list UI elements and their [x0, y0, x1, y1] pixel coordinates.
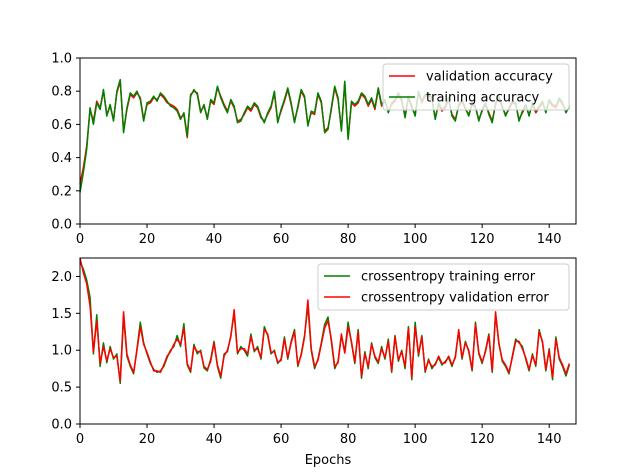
x-tick-label: 60	[273, 432, 290, 447]
x-tick-label: 40	[206, 432, 223, 447]
x-tick-label: 140	[537, 232, 562, 247]
legend-entry: validation accuracy	[426, 70, 553, 85]
error-subplot: 0 20 40 60 80 100 120 140 0.0 0.5 1.0 1.5 2.0 Epochs c…	[51, 257, 577, 468]
y-tick-label: 1.0	[51, 344, 72, 359]
x-tick-label: 100	[403, 432, 428, 447]
axes-frame	[79, 57, 577, 225]
x-tick-label: 140	[537, 432, 562, 447]
accuracy-subplot: 0 20 40 60 80 100 120 140 0.0 0.2 0.4 0.6 0.8 1.0 vali…	[51, 52, 577, 247]
x-tick-label: 0	[76, 432, 84, 447]
legend: crossentropy training error crossentropy …	[317, 263, 570, 311]
series-line-1-2	[79, 78, 570, 193]
x-tick-label: 20	[139, 232, 156, 247]
axes-frame	[79, 257, 577, 425]
x-tick-label: 80	[340, 432, 357, 447]
x-tick-label: 80	[340, 232, 357, 247]
legend-box	[382, 63, 570, 111]
legend-entry: crossentropy validation error	[361, 291, 549, 306]
x-tick-label: 40	[206, 232, 223, 247]
x-tick-label: 120	[470, 232, 495, 247]
y-tick-label: 0.0	[51, 218, 72, 233]
legend-box	[317, 263, 570, 311]
y-tick-label: 0.4	[51, 151, 72, 166]
y-tick-label: 1.5	[51, 307, 72, 322]
legend-entry: training accuracy	[426, 91, 539, 106]
x-axis-label: Epochs	[305, 453, 352, 468]
y-tick-label: 0.0	[51, 418, 72, 433]
x-tick-label: 120	[470, 432, 495, 447]
x-tick-label: 20	[139, 432, 156, 447]
y-tick-label: 0.8	[51, 85, 72, 100]
x-tick-label: 0	[76, 232, 84, 247]
y-tick-label: 2.0	[51, 270, 72, 285]
series-line-2-2	[79, 257, 571, 382]
x-tick-label: 60	[273, 232, 290, 247]
y-tick-label: 1.0	[51, 52, 72, 67]
legend: validation accuracy training accuracy	[382, 63, 570, 111]
y-tick-label: 0.2	[51, 184, 72, 199]
y-tick-label: 0.6	[51, 118, 72, 133]
legend-entry: crossentropy training error	[361, 270, 536, 285]
y-tick-label: 0.5	[51, 381, 72, 396]
x-tick-label: 100	[403, 232, 428, 247]
